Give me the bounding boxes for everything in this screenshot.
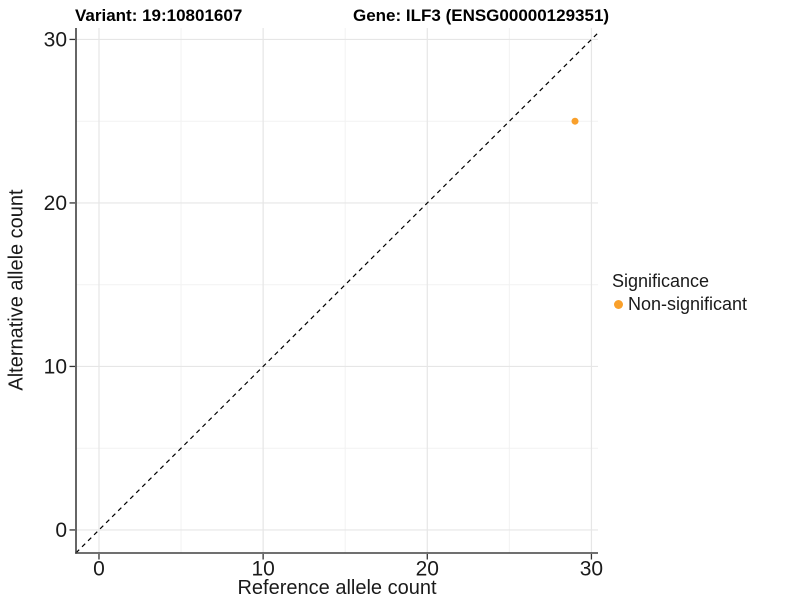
legend: Significance Non-significant xyxy=(612,271,747,315)
identity-reference-line xyxy=(75,32,599,554)
x-tick-label: 30 xyxy=(580,558,603,581)
axis-lines xyxy=(75,28,598,554)
y-axis-title: Alternative allele count xyxy=(5,189,28,391)
legend-item-label: Non-significant xyxy=(628,294,748,314)
data-point xyxy=(571,117,579,125)
tick-marks xyxy=(69,38,593,560)
x-axis-title: Reference allele count xyxy=(237,577,437,599)
legend-title: Significance xyxy=(612,271,710,291)
grid-major xyxy=(76,28,598,553)
tick-labels: 0 10 20 30 0 10 20 30 xyxy=(44,28,603,580)
x-tick-label: 0 xyxy=(93,558,105,581)
legend-item: Non-significant xyxy=(614,294,747,315)
variant-title: Variant: 19:10801607 xyxy=(75,6,243,25)
grid-minor xyxy=(76,28,598,553)
x-tick-label: 10 xyxy=(251,558,274,581)
y-tick-label: 30 xyxy=(44,28,67,51)
y-tick-label: 10 xyxy=(44,355,67,378)
gene-title: Gene: ILF3 (ENSG00000129351) xyxy=(353,6,610,25)
legend-point-icon xyxy=(614,300,623,309)
x-tick-label: 20 xyxy=(416,558,439,581)
y-tick-label: 0 xyxy=(55,519,67,542)
y-tick-label: 20 xyxy=(44,192,67,215)
